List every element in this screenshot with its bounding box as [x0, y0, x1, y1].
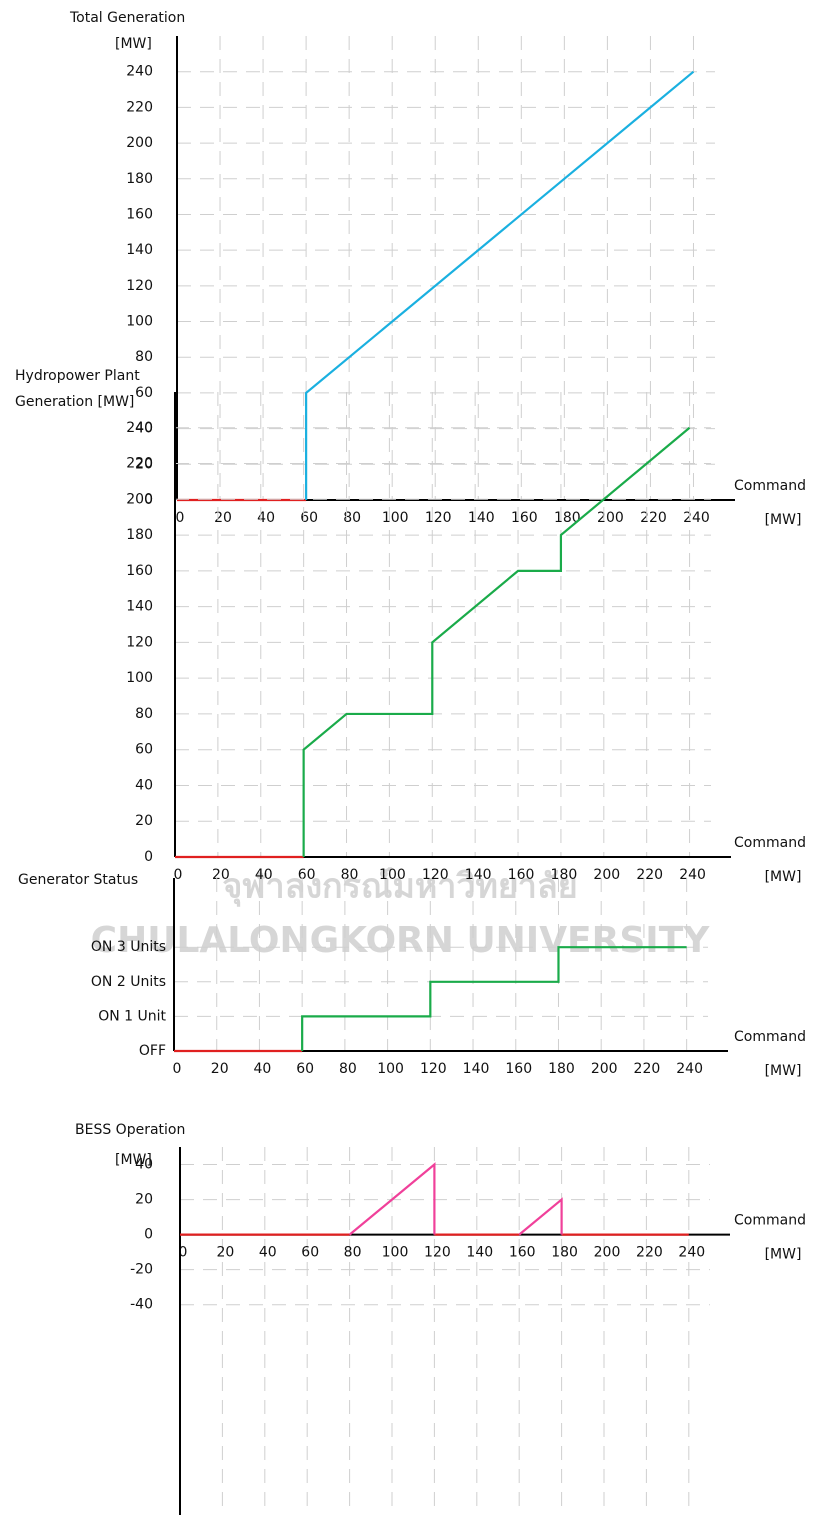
x-tick-label: 80 — [341, 867, 359, 883]
y-tick-label: -20 — [130, 1262, 153, 1278]
x-tick-label: 80 — [344, 1245, 362, 1261]
x-tick-label: 40 — [257, 510, 275, 526]
y-tick-label: 160 — [126, 563, 153, 579]
chart-title: Total Generation — [69, 10, 185, 26]
x-tick-label: 240 — [683, 510, 710, 526]
y-tick-label: ON 1 Unit — [98, 1008, 166, 1024]
y-tick-label: ON 2 Units — [91, 974, 166, 990]
x-tick-label: 160 — [505, 1061, 532, 1077]
x-tick-label: 180 — [551, 1245, 578, 1261]
x-tick-label: 60 — [298, 867, 316, 883]
x-tick-label: 160 — [511, 510, 538, 526]
x-tick-label: 20 — [214, 510, 232, 526]
x-tick-label: 240 — [676, 1061, 703, 1077]
y-tick-label: ON 3 Units — [91, 939, 166, 955]
x-tick-label: 240 — [679, 867, 706, 883]
y-tick-label: OFF — [139, 1043, 166, 1059]
chart-title: Generator Status — [18, 872, 138, 888]
x-axis-label: Command — [734, 1213, 806, 1229]
y-tick-label: 80 — [135, 706, 153, 722]
y-axis-label: Generation [MW] — [15, 394, 134, 410]
y-tick-label: 40 — [135, 777, 153, 793]
x-tick-label: 40 — [255, 867, 273, 883]
x-tick-label: 40 — [254, 1061, 272, 1077]
x-tick-label: 120 — [425, 510, 452, 526]
x-tick-label: 220 — [636, 1245, 663, 1261]
y-axis-label: [MW] — [115, 36, 152, 52]
x-tick-label: 120 — [422, 867, 449, 883]
y-tick-label: 120 — [126, 278, 153, 294]
figure: จุฬาลงกรณ์มหาวิทยาลัย CHULALONGKORN UNIV… — [0, 0, 831, 1524]
x-axis-unit: [MW] — [765, 1063, 802, 1079]
x-tick-label: 80 — [339, 1061, 357, 1077]
x-tick-label: 60 — [296, 1061, 314, 1077]
x-tick-label: 60 — [300, 510, 318, 526]
x-tick-label: 220 — [640, 510, 667, 526]
y-tick-label: 40 — [135, 1157, 153, 1173]
y-tick-label: 140 — [126, 599, 153, 615]
y-tick-label: 160 — [126, 206, 153, 222]
y-tick-label: 200 — [126, 491, 153, 507]
y-tick-label: 0 — [144, 1227, 153, 1243]
x-axis-unit: [MW] — [765, 512, 802, 528]
y-tick-label: 20 — [135, 1192, 153, 1208]
y-tick-label: 0 — [144, 849, 153, 865]
x-tick-label: 140 — [468, 510, 495, 526]
x-tick-label: 20 — [211, 1061, 229, 1077]
x-tick-label: 220 — [634, 1061, 661, 1077]
x-tick-label: 160 — [509, 1245, 536, 1261]
y-tick-label: 220 — [126, 99, 153, 115]
x-tick-label: 240 — [678, 1245, 705, 1261]
y-tick-label: 100 — [126, 670, 153, 686]
y-tick-label: 120 — [126, 634, 153, 650]
x-axis-unit: [MW] — [765, 1247, 802, 1263]
x-tick-label: 180 — [551, 867, 578, 883]
x-tick-label: 100 — [377, 1061, 404, 1077]
y-tick-label: 240 — [126, 64, 153, 80]
x-tick-label: 60 — [301, 1245, 319, 1261]
x-tick-label: 200 — [593, 867, 620, 883]
y-tick-label: 240 — [126, 420, 153, 436]
y-tick-label: 180 — [126, 527, 153, 543]
x-tick-label: 200 — [594, 1245, 621, 1261]
x-axis-label: Command — [734, 478, 806, 494]
x-tick-label: 200 — [597, 510, 624, 526]
x-tick-label: 100 — [382, 1245, 409, 1261]
x-tick-label: 140 — [466, 1245, 493, 1261]
y-tick-label: 180 — [126, 171, 153, 187]
x-tick-label: 100 — [379, 867, 406, 883]
y-tick-label: 140 — [126, 242, 153, 258]
x-tick-label: 120 — [424, 1245, 451, 1261]
x-tick-label: 220 — [636, 867, 663, 883]
x-tick-label: 0 — [176, 510, 185, 526]
watermark-english: CHULALONGKORN UNIVERSITY — [91, 920, 711, 961]
series-line — [302, 947, 686, 1051]
y-tick-label: -40 — [130, 1297, 153, 1313]
x-tick-label: 20 — [216, 1245, 234, 1261]
x-tick-label: 200 — [591, 1061, 618, 1077]
x-tick-label: 180 — [548, 1061, 575, 1077]
chart-title: Hydropower Plant — [15, 368, 140, 384]
x-tick-label: 140 — [465, 867, 492, 883]
x-tick-label: 100 — [382, 510, 409, 526]
x-axis-label: Command — [734, 1029, 806, 1045]
x-tick-label: 180 — [554, 510, 581, 526]
x-tick-label: 140 — [463, 1061, 490, 1077]
x-tick-label: 80 — [343, 510, 361, 526]
x-tick-label: 20 — [212, 867, 230, 883]
chart-title: BESS Operation — [75, 1122, 185, 1138]
y-tick-label: 20 — [135, 813, 153, 829]
x-tick-label: 120 — [420, 1061, 447, 1077]
x-axis-label: Command — [734, 835, 806, 851]
y-tick-label: 100 — [126, 314, 153, 330]
x-tick-label: 40 — [259, 1245, 277, 1261]
y-tick-label: 80 — [135, 349, 153, 365]
x-axis-unit: [MW] — [765, 869, 802, 885]
y-tick-label: 220 — [126, 456, 153, 472]
y-tick-label: 60 — [135, 742, 153, 758]
y-tick-label: 60 — [135, 385, 153, 401]
x-tick-label: 160 — [508, 867, 535, 883]
x-tick-label: 0 — [173, 1061, 182, 1077]
y-tick-label: 200 — [126, 135, 153, 151]
